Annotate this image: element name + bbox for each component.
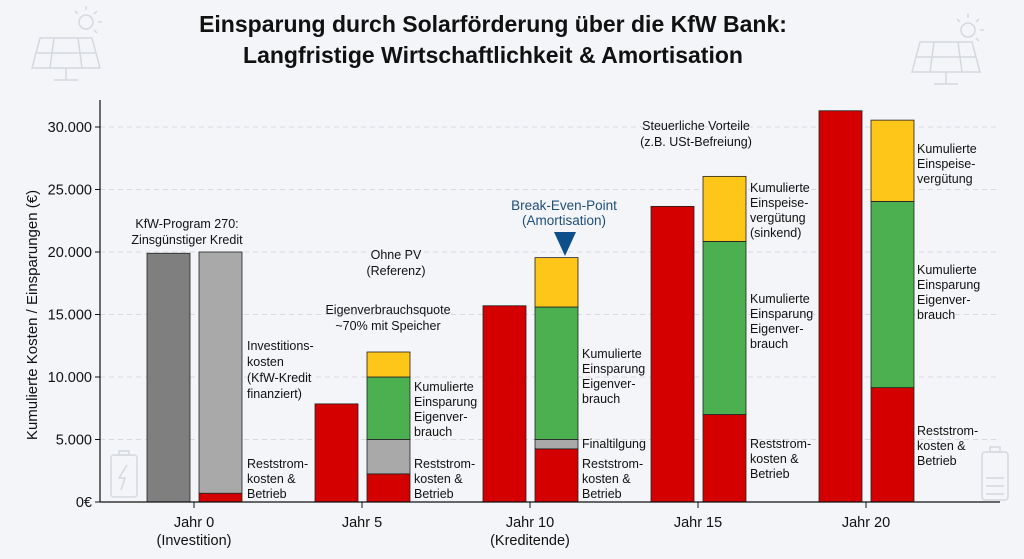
break-even-marker-icon xyxy=(554,232,576,256)
annotation-rest10: kosten & xyxy=(582,472,631,486)
annotation-feed20: Einspeise- xyxy=(917,157,975,171)
x-tick-label: Jahr 5 xyxy=(342,515,382,531)
battery-icon xyxy=(110,450,138,498)
annotation-rest10: Betrieb xyxy=(582,487,622,501)
bar-segment-reference-initial xyxy=(146,252,191,503)
annotation-rest15: Reststrom- xyxy=(750,437,811,451)
annotation-rest5: Betrieb xyxy=(414,487,454,501)
bar-segment-self-consumption-savings xyxy=(870,200,915,389)
annotation-ohne: (Referenz) xyxy=(366,264,425,278)
y-tick-label: 30.000 xyxy=(48,120,92,136)
bar-segment-self-consumption-savings xyxy=(534,306,579,440)
annotation-eig10: Einsparung xyxy=(582,362,645,376)
annotation-breakeven: Break-Even-Point xyxy=(511,198,617,213)
annotation-feed15: Kumulierte xyxy=(750,181,810,195)
solar-panel-icon xyxy=(31,37,101,81)
x-tick-sublabel: (Kreditende) xyxy=(490,533,570,549)
bar-segment-residual-costs xyxy=(198,492,243,503)
annotation-rest0: Reststrom- xyxy=(247,457,308,471)
bar-segment-residual-costs xyxy=(650,205,695,503)
annotation-quote: ~70% mit Speicher xyxy=(335,319,440,333)
annotation-eig15: Einsparung xyxy=(750,307,813,321)
y-tick-label: 25.000 xyxy=(48,183,92,199)
annotation-kfw: Zinsgünstiger Kredit xyxy=(131,233,243,247)
bar-segment-self-consumption-savings xyxy=(366,376,411,440)
battery-icon xyxy=(981,446,1009,501)
annotation-quote: Eigenverbrauchsquote xyxy=(325,303,450,317)
annotation-eig20: Einsparung xyxy=(917,278,980,292)
bar-segment-feed-in xyxy=(702,175,747,242)
annotation-rest15: Betrieb xyxy=(750,467,790,481)
annotation-eig5: Einsparung xyxy=(414,395,477,409)
annotation-feed20: vergütung xyxy=(917,172,973,186)
y-axis-label: Kumulierte Kosten / Einsparungen (€) xyxy=(24,190,41,440)
bar-segment-residual-costs xyxy=(366,473,411,503)
annotation-eig20: Eigenver- xyxy=(917,293,971,307)
annotation-rest20: Betrieb xyxy=(917,454,957,468)
annotation-rest5: kosten & xyxy=(414,472,463,486)
annotation-eig10: Kumulierte xyxy=(582,347,642,361)
annotation-breakeven: (Amortisation) xyxy=(522,213,606,228)
y-tick-label: 10.000 xyxy=(48,370,92,386)
annotation-eig5: Eigenver- xyxy=(414,410,468,424)
annotation-rest0: Betrieb xyxy=(247,487,287,501)
bar-segment-residual-costs xyxy=(314,403,359,503)
chart-title-line-2: Langfristige Wirtschaftlichkeit & Amorti… xyxy=(243,42,743,68)
sun-icon xyxy=(74,6,102,34)
annotation-eig10: brauch xyxy=(582,392,620,406)
bar-segment-self-consumption-savings xyxy=(702,240,747,415)
bar-segment-residual-costs xyxy=(818,110,863,503)
annotation-eig5: Kumulierte xyxy=(414,380,474,394)
annotation-feed15: (sinkend) xyxy=(750,226,801,240)
y-tick-label: 20.000 xyxy=(48,245,92,261)
x-tick-label: Jahr 20 xyxy=(842,515,890,531)
bar-segment-feed-in xyxy=(366,351,411,378)
bar-segment-loan-repayment xyxy=(366,439,411,475)
annotation-feed15: Einspeise- xyxy=(750,196,808,210)
bar-segment-residual-costs xyxy=(870,387,915,503)
annotation-rest5: Reststrom- xyxy=(414,457,475,471)
annotation-steuer: (z.B. USt-Befreiung) xyxy=(640,135,752,149)
x-tick-label: Jahr 15 xyxy=(674,515,722,531)
sun-icon xyxy=(956,14,984,42)
x-tick-sublabel: (Investition) xyxy=(157,533,232,549)
annotation-eig15: Eigenver- xyxy=(750,322,804,336)
annotation-eig5: brauch xyxy=(414,425,452,439)
annotation-rest0: kosten & xyxy=(247,472,296,486)
annotation-rest20: kosten & xyxy=(917,439,966,453)
solar-panel-icon xyxy=(911,41,981,85)
annotation-invest: (KfW-Kredit xyxy=(247,371,312,385)
x-tick-label: Jahr 10 xyxy=(506,515,554,531)
annotation-rest10: Reststrom- xyxy=(582,457,643,471)
annotation-rest15: kosten & xyxy=(750,452,799,466)
annotation-eig15: Kumulierte xyxy=(750,292,810,306)
bar-segment-residual-costs xyxy=(534,448,579,503)
bar-segment-residual-costs xyxy=(702,414,747,503)
y-tick-label: 5.000 xyxy=(56,433,92,449)
annotation-ohne: Ohne PV xyxy=(371,248,422,262)
annotation-kfw: KfW-Program 270: xyxy=(135,217,238,231)
annotation-invest: kosten xyxy=(247,355,284,369)
annotation-steuer: Steuerliche Vorteile xyxy=(642,119,750,133)
annotation-invest: Investitions- xyxy=(247,339,314,353)
chart-title-line-1: Einsparung durch Solarförderung über die… xyxy=(199,11,787,37)
annotation-invest: finanziert) xyxy=(247,387,302,401)
annotation-final: Finaltilgung xyxy=(582,437,646,451)
y-tick-label: 0€ xyxy=(76,495,92,511)
x-tick-label: Jahr 0 xyxy=(174,515,214,531)
annotation-eig20: brauch xyxy=(917,308,955,322)
annotation-feed15: vergütung xyxy=(750,211,806,225)
annotation-eig10: Eigenver- xyxy=(582,377,636,391)
annotation-feed20: Kumulierte xyxy=(917,142,977,156)
annotation-rest20: Reststrom- xyxy=(917,424,978,438)
bar-segment-feed-in xyxy=(534,257,579,308)
y-tick-label: 15.000 xyxy=(48,308,92,324)
bar-segment-residual-costs xyxy=(482,305,527,503)
annotation-eig20: Kumulierte xyxy=(917,263,977,277)
bar-segment-feed-in xyxy=(870,119,915,202)
annotation-eig15: brauch xyxy=(750,337,788,351)
bar-segment-investment xyxy=(198,251,243,494)
bar-segment-loan-repayment xyxy=(534,439,579,450)
